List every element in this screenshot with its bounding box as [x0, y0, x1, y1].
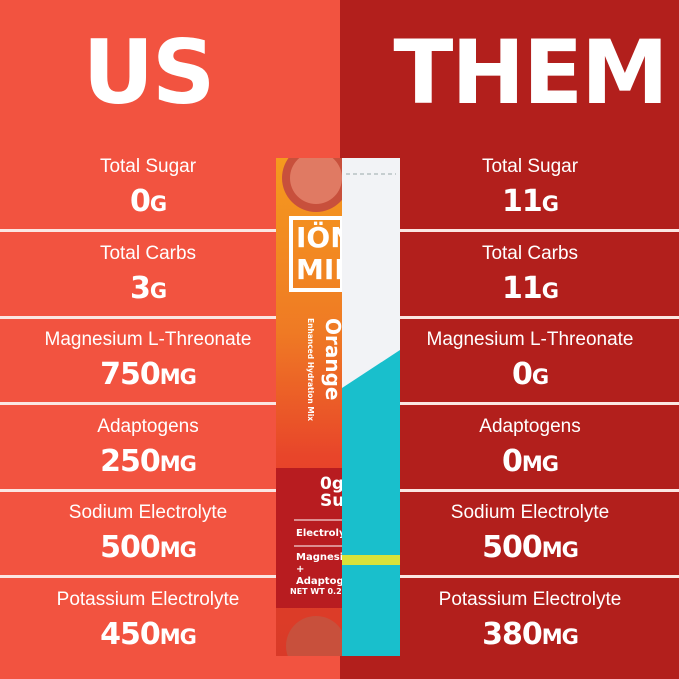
nutrient-label: Adaptogens — [97, 415, 199, 437]
them-row: Total Sugar 11G — [380, 155, 679, 241]
nutrient-label: Sodium Electrolyte — [68, 502, 228, 523]
us-row: Total Carbs 3G — [0, 242, 296, 328]
value-number: 0 — [511, 357, 533, 392]
value-number: 500 — [482, 530, 543, 565]
value-number: 3 — [129, 270, 151, 306]
us-row: Total Sugar 0G — [0, 155, 296, 241]
value-number: 0 — [501, 443, 523, 479]
value-number: 250 — [100, 443, 161, 479]
nutrient-value: 11G — [380, 270, 679, 308]
nutrient-value: 250MG — [0, 443, 296, 481]
value-unit: MG — [541, 624, 579, 649]
them-row: Sodium Electrolyte 500MG — [380, 501, 679, 587]
nutrient-value: 380MG — [380, 616, 679, 654]
nutrient-label: Sodium Electrolyte — [450, 502, 610, 523]
us-row: Adaptogens 250MG — [0, 415, 296, 501]
nutrient-value: 0MG — [380, 443, 679, 481]
nutrient-label: Total Sugar — [99, 156, 197, 177]
badge-magnesium-adaptogens: Magnesium + Adaptogens — [296, 552, 364, 587]
nutrient-value: 500MG — [0, 531, 296, 567]
nutrient-label: Potassium Electrolyte — [56, 588, 240, 610]
subtitle-text: Enhanced Hydration Mix — [306, 318, 315, 421]
nutrient-value: 11G — [380, 185, 679, 221]
nutrient-label: Total Carbs — [99, 242, 197, 264]
nutrient-label: Total Carbs — [481, 242, 579, 264]
flavor-text: Orange — [321, 318, 345, 400]
them-row: Magnesium L-Threonate 0G — [380, 328, 679, 414]
row-divider — [390, 315, 679, 319]
row-divider — [0, 488, 280, 492]
value-unit: G — [531, 365, 549, 389]
value-number: 11 — [502, 270, 543, 306]
net-weight-text: NET WT 0.2 — [290, 587, 342, 596]
value-number: 11 — [502, 184, 543, 219]
value-unit: MG — [521, 451, 559, 476]
row-divider — [390, 402, 679, 405]
value-unit: MG — [159, 624, 197, 649]
nutrient-value: 0G — [0, 185, 296, 221]
value-number: 0 — [129, 184, 151, 219]
nutrient-value: 450MG — [0, 616, 296, 654]
nutrient-label: Adaptogens — [479, 415, 581, 437]
row-divider — [0, 402, 280, 405]
value-number: 450 — [100, 616, 161, 652]
row-divider — [0, 229, 280, 232]
value-unit: G — [149, 192, 167, 216]
row-divider — [390, 575, 679, 578]
value-unit: G — [541, 192, 559, 216]
them-row: Adaptogens 0MG — [380, 415, 679, 501]
value-number: 750 — [100, 357, 161, 392]
nutrient-value: 3G — [0, 270, 296, 308]
value-unit: MG — [159, 451, 197, 476]
value-unit: MG — [159, 538, 197, 562]
value-unit: G — [541, 278, 559, 303]
row-divider — [390, 229, 679, 232]
nutrient-label: Total Sugar — [481, 156, 579, 177]
value-number: 380 — [482, 616, 543, 652]
badge-electrolytes: Electrolytes — [296, 528, 364, 539]
us-row: Sodium Electrolyte 500MG — [0, 501, 296, 587]
us-row: Potassium Electrolyte 450MG — [0, 588, 296, 674]
us-row: Magnesium L-Threonate 750MG — [0, 328, 296, 414]
row-divider — [390, 488, 679, 492]
nutrient-value: 750MG — [0, 358, 296, 394]
value-number: 500 — [100, 530, 161, 565]
competitor-stick — [342, 158, 400, 656]
nutrient-value: 500MG — [380, 531, 679, 567]
value-unit: MG — [159, 365, 197, 389]
them-row: Total Carbs 11G — [380, 242, 679, 328]
value-unit: MG — [541, 538, 579, 562]
row-divider — [0, 315, 280, 319]
ion-mind-stick: Orange Enhanced Hydration Mix NET WT 0.2 — [276, 158, 350, 656]
them-title: THEM — [393, 21, 668, 124]
nutrient-label: Magnesium L-Threonate — [426, 329, 634, 350]
row-divider — [0, 575, 280, 578]
us-title: US — [82, 21, 216, 124]
them-row: Potassium Electrolyte 380MG — [380, 588, 679, 674]
nutrient-value: 0G — [380, 358, 679, 394]
nutrient-label: Potassium Electrolyte — [438, 588, 622, 610]
nutrient-label: Magnesium L-Threonate — [44, 329, 252, 350]
value-unit: G — [149, 278, 167, 303]
